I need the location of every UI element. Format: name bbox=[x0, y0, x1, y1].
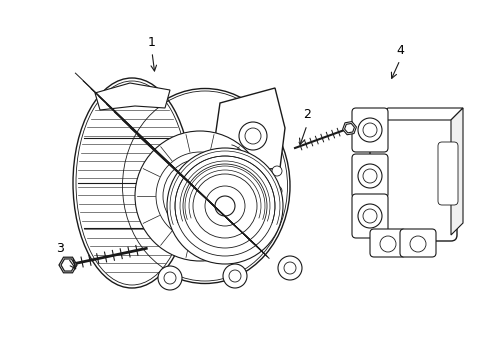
Ellipse shape bbox=[120, 89, 289, 284]
Polygon shape bbox=[375, 108, 462, 120]
Circle shape bbox=[284, 262, 295, 274]
Circle shape bbox=[362, 169, 376, 183]
Circle shape bbox=[193, 174, 257, 238]
Circle shape bbox=[175, 156, 274, 256]
Circle shape bbox=[158, 266, 182, 290]
Circle shape bbox=[271, 166, 282, 176]
Circle shape bbox=[357, 204, 381, 228]
Circle shape bbox=[362, 209, 376, 223]
Polygon shape bbox=[344, 123, 354, 133]
FancyBboxPatch shape bbox=[351, 108, 387, 152]
Ellipse shape bbox=[73, 78, 191, 288]
Circle shape bbox=[183, 164, 266, 248]
Text: 3: 3 bbox=[56, 242, 64, 255]
Polygon shape bbox=[450, 108, 462, 235]
Circle shape bbox=[244, 128, 261, 144]
Circle shape bbox=[362, 123, 376, 137]
Circle shape bbox=[409, 236, 425, 252]
Circle shape bbox=[271, 186, 282, 196]
FancyBboxPatch shape bbox=[351, 194, 387, 238]
FancyBboxPatch shape bbox=[351, 154, 387, 198]
Text: 1: 1 bbox=[148, 36, 156, 49]
Circle shape bbox=[357, 164, 381, 188]
FancyBboxPatch shape bbox=[437, 142, 457, 205]
Circle shape bbox=[135, 131, 264, 261]
FancyBboxPatch shape bbox=[369, 229, 405, 257]
Circle shape bbox=[278, 256, 302, 280]
Polygon shape bbox=[95, 83, 170, 110]
Circle shape bbox=[357, 118, 381, 142]
Circle shape bbox=[167, 148, 283, 264]
Polygon shape bbox=[342, 122, 356, 135]
Text: 4: 4 bbox=[395, 44, 403, 57]
Circle shape bbox=[215, 196, 235, 216]
Circle shape bbox=[228, 270, 241, 282]
Circle shape bbox=[163, 272, 176, 284]
Circle shape bbox=[379, 236, 395, 252]
Circle shape bbox=[156, 152, 244, 240]
Circle shape bbox=[271, 206, 282, 216]
FancyBboxPatch shape bbox=[399, 229, 435, 257]
Circle shape bbox=[239, 122, 266, 150]
Circle shape bbox=[204, 186, 244, 226]
Circle shape bbox=[223, 264, 246, 288]
FancyBboxPatch shape bbox=[369, 114, 456, 241]
Polygon shape bbox=[215, 88, 285, 173]
Polygon shape bbox=[59, 257, 77, 273]
Text: 2: 2 bbox=[303, 108, 310, 122]
Polygon shape bbox=[61, 259, 75, 271]
